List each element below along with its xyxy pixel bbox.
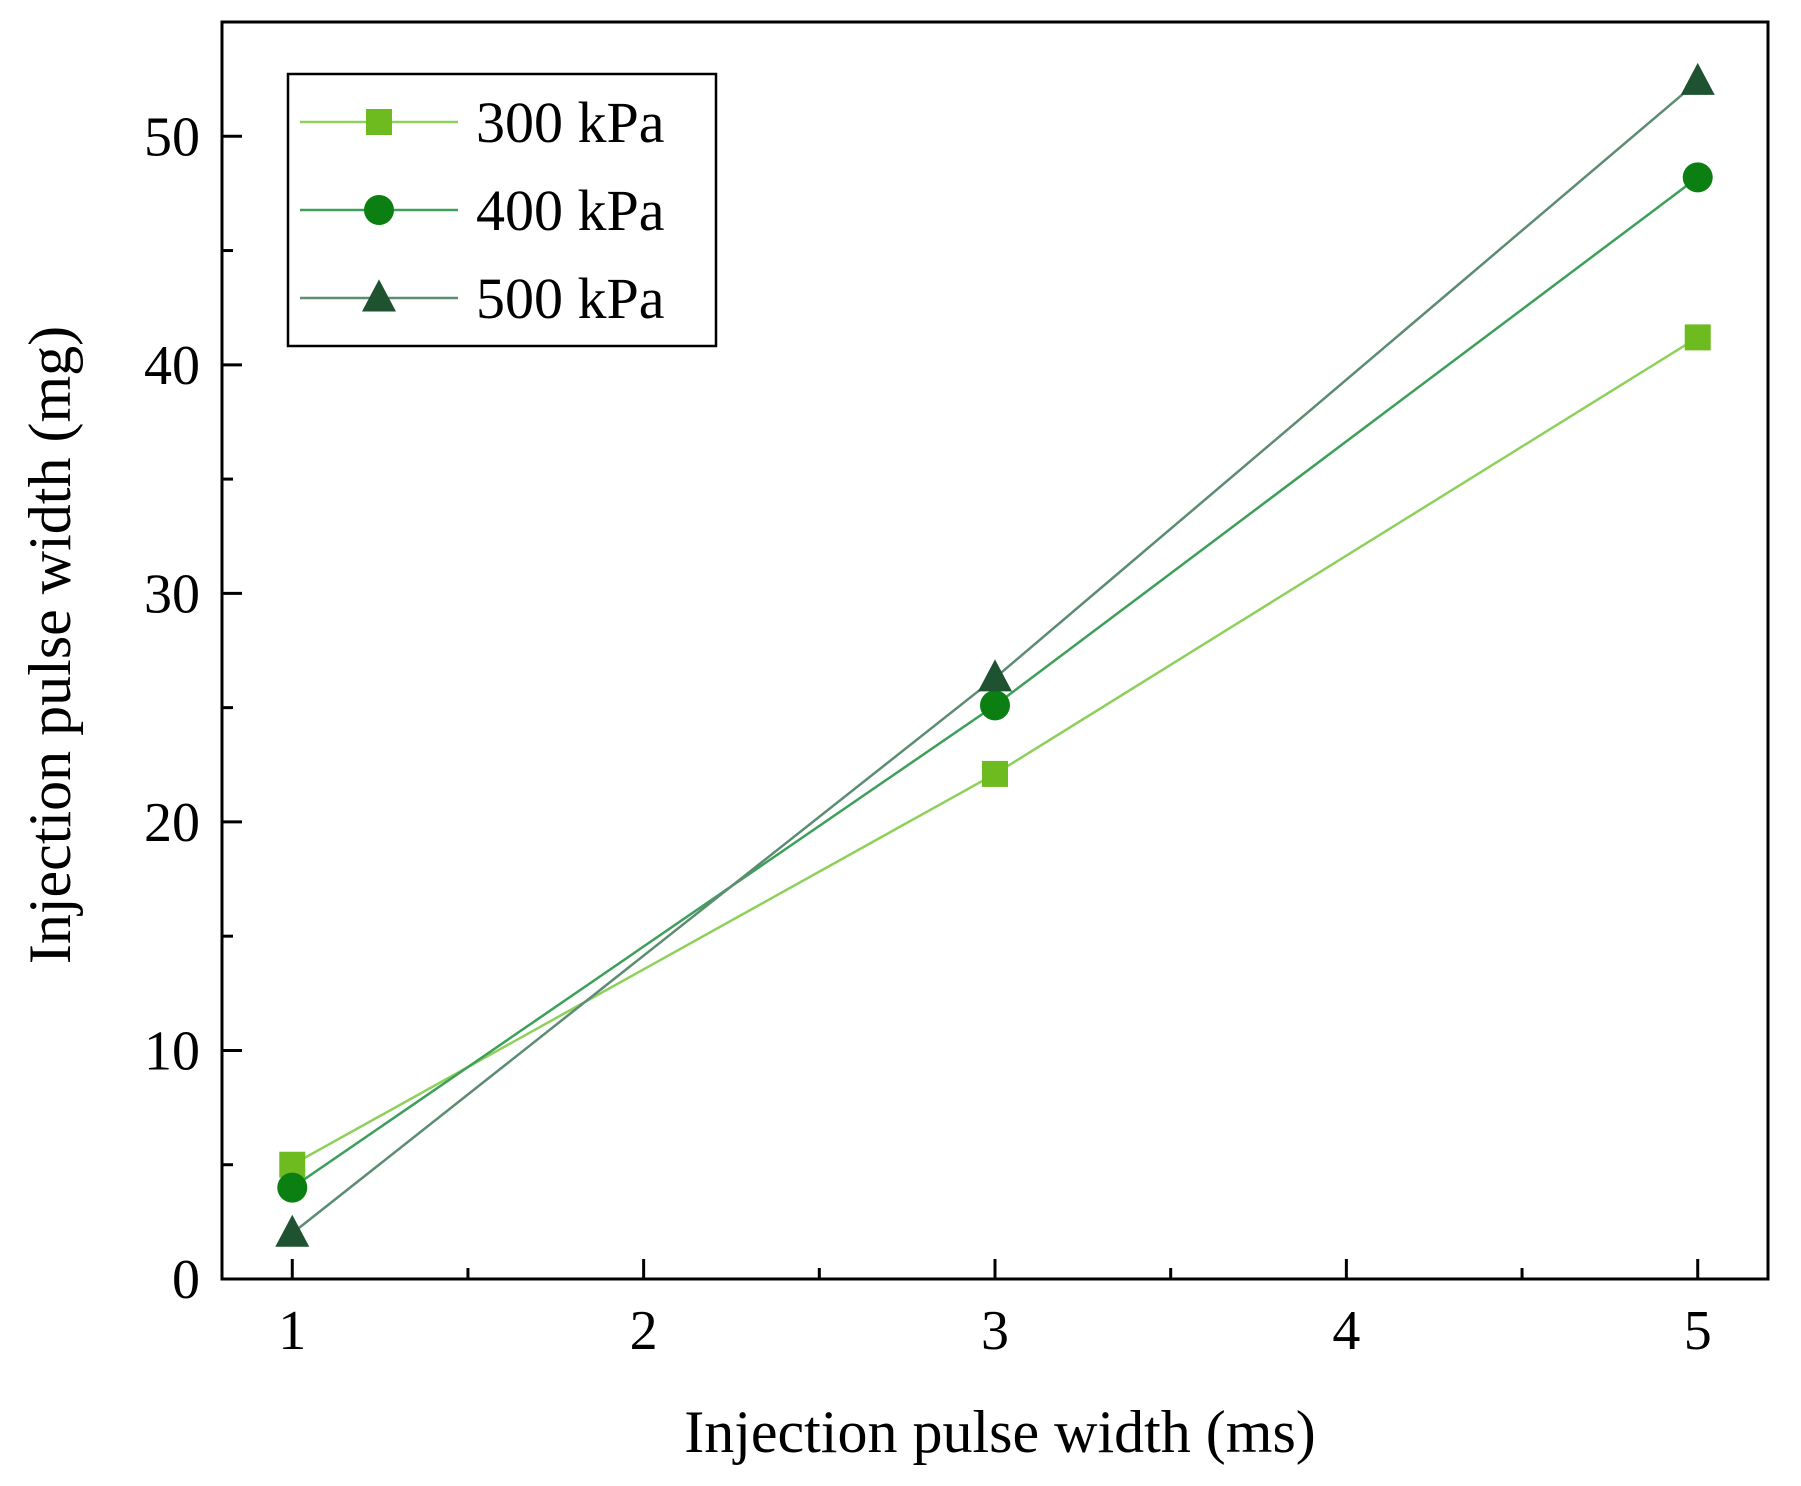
y-tick-label: 50 [144, 106, 200, 168]
legend-label-2: 400 kPa [476, 178, 665, 243]
x-tick-label: 1 [278, 1300, 306, 1362]
y-tick-label: 30 [144, 563, 200, 625]
data-point-1 [1684, 324, 1711, 351]
y-tick-label: 0 [172, 1249, 200, 1311]
data-point-3 [275, 1214, 310, 1247]
legend-label-1: 300 kPa [476, 90, 665, 155]
x-tick-label: 4 [1332, 1300, 1360, 1362]
x-tick-label: 3 [981, 1300, 1009, 1362]
data-point-2 [277, 1172, 308, 1203]
data-point-3 [978, 659, 1012, 692]
data-point-1 [982, 760, 1008, 787]
data-point-3 [1680, 62, 1715, 95]
y-tick-label: 10 [144, 1020, 200, 1082]
legend-marker-1 [366, 109, 392, 135]
legend-marker-3 [362, 279, 396, 312]
data-point-2 [980, 690, 1010, 721]
x-axis-title: Injection pulse width (ms) [684, 1399, 1316, 1465]
legend-marker-2 [364, 195, 394, 225]
legend-label-3: 500 kPa [476, 266, 665, 331]
y-axis-title: Injection pulse width (mg) [17, 326, 83, 964]
data-point-2 [1682, 162, 1713, 193]
x-tick-label: 5 [1684, 1300, 1712, 1362]
y-tick-label: 40 [144, 335, 200, 397]
x-tick-label: 2 [630, 1300, 658, 1362]
y-tick-label: 20 [144, 792, 200, 854]
